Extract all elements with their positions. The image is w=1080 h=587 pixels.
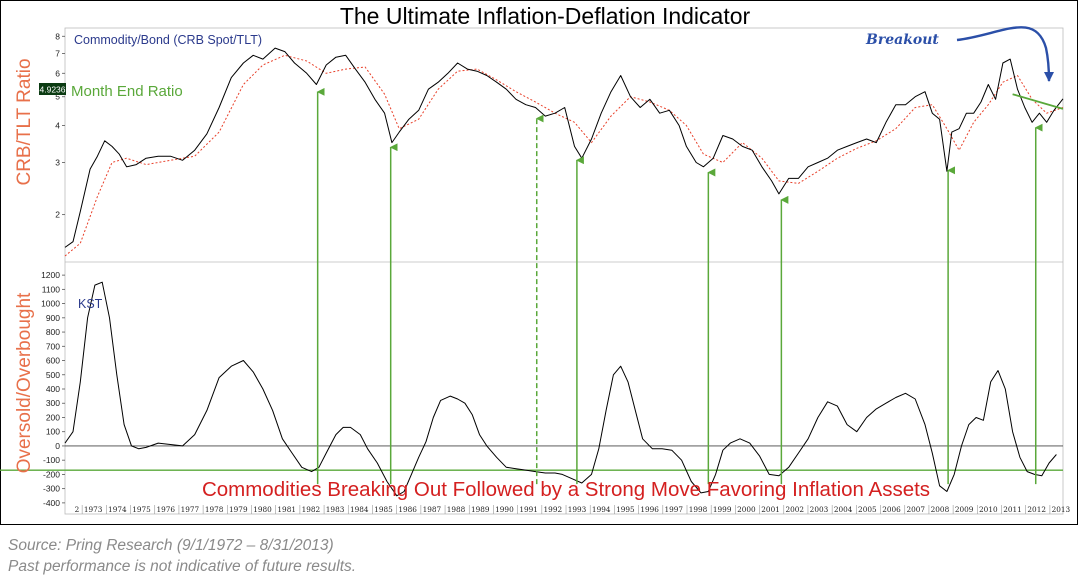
bottom-y-tick-label: 100 <box>46 427 60 437</box>
x-tick-label: 1990 <box>495 505 514 514</box>
bottom-y-tick-label: -100 <box>43 455 60 465</box>
last-value-badge <box>39 83 66 95</box>
bottom-y-axis-title: Oversold/Overbought <box>14 292 35 473</box>
bottom-y-tick-label: 900 <box>46 313 60 323</box>
x-tick-label: 1993 <box>568 505 587 514</box>
x-tick-label: 2001 <box>761 505 780 514</box>
x-tick-label: 1974 <box>108 505 127 514</box>
top-y-tick-label: 6 <box>55 68 60 78</box>
x-tick-label: 1984 <box>350 505 369 514</box>
breakout-label: Breakout <box>865 32 939 48</box>
moving-average-line <box>64 54 1064 257</box>
x-tick-label: 2 <box>75 505 80 514</box>
month-end-ratio-label: Month End Ratio <box>71 83 183 100</box>
x-tick-label: 1996 <box>640 505 659 514</box>
x-tick-label: 2013 <box>1052 505 1071 514</box>
source-note: Source: Pring Research (9/1/1972 – 8/31/… <box>8 537 334 554</box>
x-tick-label: 1998 <box>689 505 708 514</box>
chart-title: The Ultimate Inflation-Deflation Indicat… <box>340 3 751 29</box>
disclaimer-note: Past performance is not indicative of fu… <box>8 558 357 575</box>
bottom-y-tick-label: 0 <box>55 441 60 451</box>
x-tick-label: 2010 <box>979 505 998 514</box>
x-tick-label: 1985 <box>374 505 393 514</box>
x-tick-label: 1980 <box>253 505 272 514</box>
bottom-y-tick-label: 300 <box>46 398 60 408</box>
bottom-y-tick-label: 500 <box>46 370 60 380</box>
x-tick-label: 1992 <box>544 505 563 514</box>
x-tick-label: 1986 <box>398 505 417 514</box>
bottom-y-tick-label: 1200 <box>41 270 60 280</box>
bottom-y-tick-label: 200 <box>46 412 60 422</box>
x-tick-label: 2000 <box>737 505 756 514</box>
x-tick-label: 2006 <box>882 505 901 514</box>
bottom-y-tick-label: 400 <box>46 384 60 394</box>
x-tick-label: 1991 <box>519 505 538 514</box>
x-tick-label: 2005 <box>858 505 877 514</box>
top-y-tick-label: 5 <box>55 92 60 102</box>
x-tick-label: 2007 <box>906 505 925 514</box>
top-y-tick-label: 3 <box>55 157 60 167</box>
top-y-axis-title: CRB/TLT Ratio <box>14 58 35 185</box>
plot-area-border <box>64 27 1064 515</box>
bottom-y-tick-label: 1100 <box>42 284 61 294</box>
chart-frame <box>0 0 1078 525</box>
x-tick-label: 1978 <box>205 505 224 514</box>
x-tick-label: 2003 <box>810 505 829 514</box>
bottom-y-tick-label: -400 <box>43 498 60 508</box>
bottom-y-tick-label: 1000 <box>41 299 60 309</box>
ratio-line <box>64 47 1064 248</box>
x-tick-label: 1994 <box>592 505 611 514</box>
x-tick-label: 1981 <box>277 505 296 514</box>
bottom-y-tick-label: 600 <box>46 356 60 366</box>
top-y-tick-label: 7 <box>55 48 60 58</box>
x-tick-label: 1977 <box>181 505 200 514</box>
breakout-arrow <box>956 26 1054 82</box>
top-y-tick-label: 4 <box>55 120 60 130</box>
x-tick-label: 1997 <box>665 505 684 514</box>
x-tick-label: 2012 <box>1027 505 1046 514</box>
x-tick-label: 1987 <box>423 505 442 514</box>
x-tick-label: 1979 <box>229 505 248 514</box>
x-tick-label: 1989 <box>471 505 490 514</box>
x-tick-label: 1983 <box>326 505 345 514</box>
top-y-tick-label: 8 <box>55 31 60 41</box>
last-value-text: 4.9236 <box>40 85 66 95</box>
bottom-y-tick-label: -200 <box>43 469 60 479</box>
x-tick-label: 1999 <box>713 505 732 514</box>
kst-line <box>64 281 1057 497</box>
bottom-annotation: Commodities Breaking Out Followed by a S… <box>202 478 930 501</box>
x-tick-label: 2011 <box>1003 505 1022 514</box>
x-tick-label: 1976 <box>156 505 175 514</box>
x-tick-label: 1988 <box>447 505 466 514</box>
kst-label: KST <box>78 297 103 311</box>
top-series-label: Commodity/Bond (CRB Spot/TLT) <box>74 33 262 47</box>
x-tick-label: 2008 <box>931 505 950 514</box>
x-tick-label: 2009 <box>955 505 974 514</box>
x-tick-label: 2002 <box>785 505 804 514</box>
x-tick-label: 1973 <box>84 505 103 514</box>
x-tick-label: 2004 <box>834 505 853 514</box>
bottom-y-tick-label: 700 <box>46 341 60 351</box>
bottom-y-tick-label: -300 <box>43 484 60 494</box>
x-tick-label: 1995 <box>616 505 635 514</box>
x-tick-label: 1982 <box>302 505 321 514</box>
bottom-y-tick-label: 800 <box>46 327 60 337</box>
breakout-trendline <box>1012 93 1064 110</box>
x-tick-label: 1975 <box>132 505 151 514</box>
top-y-tick-label: 2 <box>55 210 60 220</box>
